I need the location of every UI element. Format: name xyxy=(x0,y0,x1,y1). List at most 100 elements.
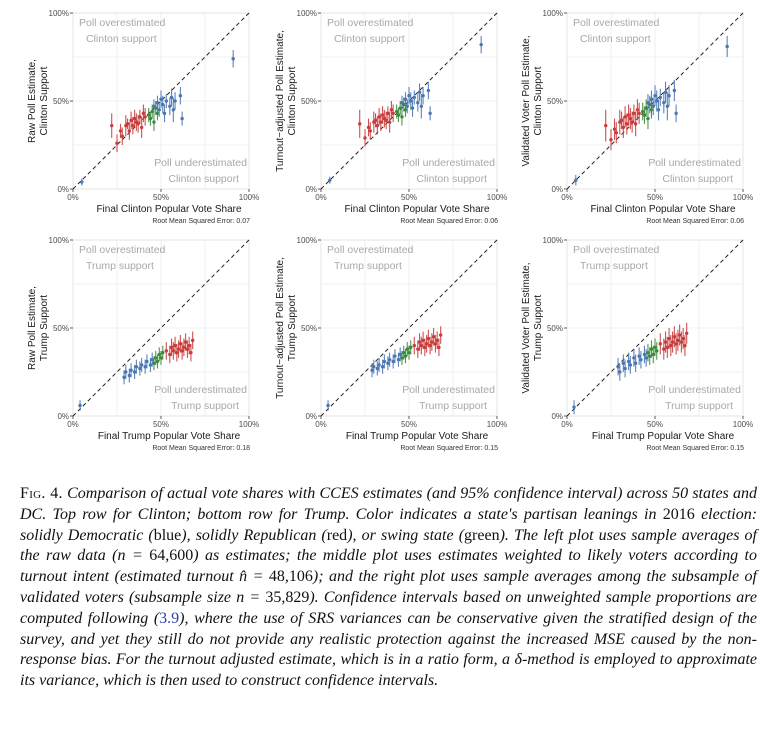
data-point-rep xyxy=(125,122,130,126)
data-point-rep xyxy=(120,134,124,138)
data-point-dem xyxy=(649,97,654,101)
data-point-dem xyxy=(155,101,160,105)
data-point-rep xyxy=(143,115,147,119)
y-axis-title: Turnout−adjusted Poll Estimate,Clinton S… xyxy=(275,30,298,172)
data-point-dem xyxy=(412,95,416,100)
data-point-rep xyxy=(189,350,193,355)
note-underestimated-line2: Clinton support xyxy=(416,173,487,185)
data-point-dem xyxy=(655,99,659,103)
x-axis-title: Final Trump Popular Vote Share xyxy=(98,431,241,442)
y-axis-title-line1: Turnout−adjusted Poll Estimate, xyxy=(275,30,286,172)
data-point-rep xyxy=(387,120,392,124)
data-point-dem xyxy=(145,359,149,364)
x-tick-label: 50% xyxy=(647,193,663,202)
x-tick-label: 50% xyxy=(647,420,663,429)
data-point-rep xyxy=(426,336,431,341)
data-point-swing xyxy=(651,352,655,357)
x-tick-label: 0% xyxy=(67,193,79,202)
data-point-rep xyxy=(669,343,673,348)
data-point-dem xyxy=(672,88,677,93)
data-point-dem xyxy=(173,99,177,103)
data-point-rep xyxy=(173,343,177,348)
data-point-swing xyxy=(405,347,409,351)
data-point-swing xyxy=(159,356,163,360)
data-point-rep xyxy=(428,343,432,348)
data-point-swing xyxy=(402,350,406,355)
data-point-dem xyxy=(129,368,133,372)
data-point-dem xyxy=(646,101,650,105)
data-point-rep xyxy=(430,340,434,344)
data-point-dem xyxy=(400,101,404,105)
data-point-rep xyxy=(373,118,378,123)
data-point-rep xyxy=(183,340,188,344)
data-point-dem xyxy=(387,357,392,362)
x-tick-label: 100% xyxy=(733,420,753,429)
data-point-dem xyxy=(396,357,401,362)
data-point-rep xyxy=(176,347,181,351)
y-tick-label: 0% xyxy=(57,185,69,194)
y-axis-title-line2: Clinton Support xyxy=(39,66,50,135)
x-axis-title: Final Trump Popular Vote Share xyxy=(592,431,735,442)
note-underestimated-line2: Trump support xyxy=(665,400,733,412)
data-point-rep xyxy=(380,113,385,117)
data-point-swing xyxy=(640,109,645,114)
y-tick-label: 100% xyxy=(49,9,69,18)
y-tick-label: 0% xyxy=(57,412,69,421)
data-point-dem xyxy=(656,108,661,112)
x-tick-label: 50% xyxy=(401,420,417,429)
data-point-rep xyxy=(416,347,420,351)
x-tick-label: 100% xyxy=(487,193,507,202)
y-axis-title-line2: Trump Support xyxy=(287,295,298,362)
y-tick-label: 50% xyxy=(53,324,69,333)
data-point-rep xyxy=(679,340,684,344)
data-point-dem xyxy=(171,108,176,112)
panel-5: Poll overestimated Trump support Poll unde… xyxy=(275,236,507,452)
equation-reference-link[interactable]: 3.9 xyxy=(159,609,180,627)
data-point-dem xyxy=(124,370,128,374)
data-point-dem xyxy=(618,370,622,374)
data-point-dem xyxy=(428,111,432,116)
data-point-rep xyxy=(115,141,119,145)
x-tick-label: 50% xyxy=(153,420,169,429)
note-underestimated-line2: Clinton support xyxy=(662,173,733,185)
data-point-rep xyxy=(677,333,682,337)
data-point-swing xyxy=(409,345,413,350)
note-underestimated-line1: Poll underestimated xyxy=(154,157,247,169)
data-point-dem xyxy=(419,104,424,108)
x-tick-label: 0% xyxy=(67,420,79,429)
data-point-dem xyxy=(616,365,620,369)
data-point-rep xyxy=(609,138,613,142)
data-point-rep xyxy=(681,336,685,341)
x-tick-label: 0% xyxy=(315,420,327,429)
data-point-rep xyxy=(182,345,186,350)
data-point-dem xyxy=(78,403,82,408)
data-point-rep xyxy=(635,108,640,112)
data-point-rep xyxy=(614,130,618,135)
data-point-rep xyxy=(185,347,190,351)
data-point-rep xyxy=(389,108,394,112)
note-overestimated-line2: Trump support xyxy=(334,260,402,272)
data-point-dem xyxy=(417,90,422,94)
data-point-swing xyxy=(155,111,160,116)
data-point-dem xyxy=(632,356,636,360)
data-point-dem xyxy=(161,102,165,107)
data-point-dem xyxy=(393,354,397,358)
data-point-rep xyxy=(141,111,146,116)
data-point-rep xyxy=(379,120,383,124)
y-tick-label: 50% xyxy=(301,97,317,106)
x-tick-label: 0% xyxy=(561,193,573,202)
data-point-rep xyxy=(676,338,680,343)
data-point-dem xyxy=(152,104,156,108)
data-point-swing xyxy=(394,109,399,114)
data-point-rep xyxy=(110,123,114,128)
data-point-rep xyxy=(363,136,367,140)
data-point-dem xyxy=(639,357,643,362)
note-underestimated-line1: Poll underestimated xyxy=(154,384,247,396)
data-point-dem xyxy=(391,359,395,364)
data-point-swing xyxy=(403,108,408,112)
data-point-rep xyxy=(412,343,416,348)
data-point-dem xyxy=(148,363,153,367)
figure-panels: Poll overestimated Clinton support Poll un… xyxy=(27,9,753,452)
data-point-dem xyxy=(405,104,409,108)
data-point-dem xyxy=(479,42,483,47)
